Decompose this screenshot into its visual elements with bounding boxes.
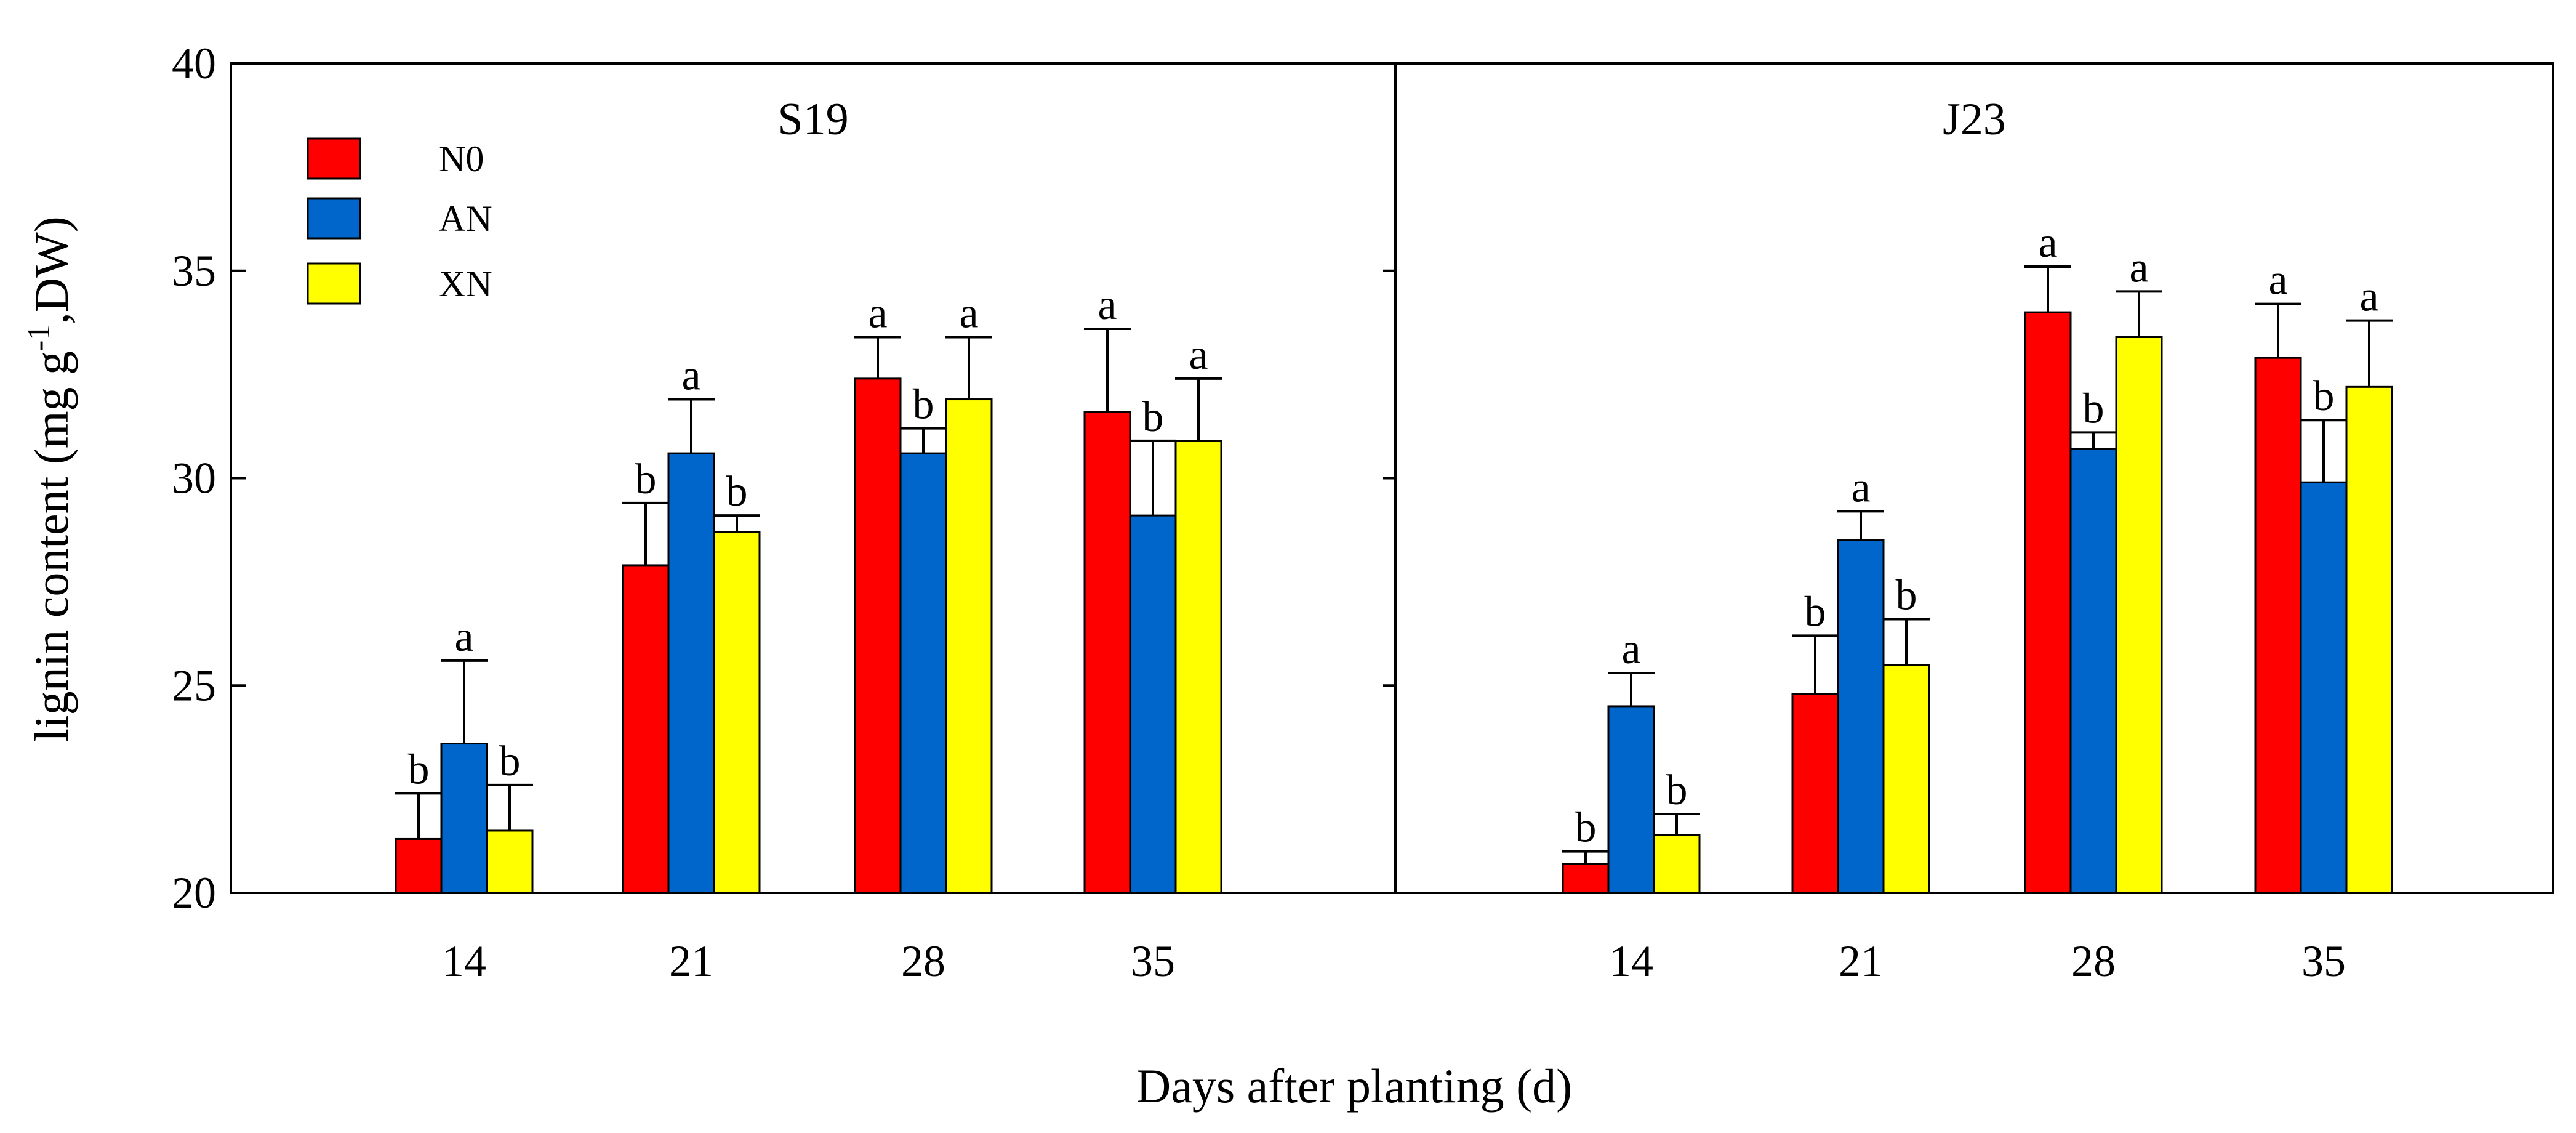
- significance-letter: b: [726, 468, 748, 515]
- bar-s19-n0: [1083, 411, 1131, 894]
- significance-letter: a: [2038, 219, 2057, 267]
- y-tick-label: 40: [172, 39, 216, 88]
- x-axis-title: Days after planting (d): [1136, 1059, 1572, 1113]
- bar-j23-n0: [2024, 311, 2072, 894]
- legend-swatch-n0: [307, 137, 361, 180]
- x-tick-label: 14: [1609, 937, 1653, 986]
- bar-s19-n0: [622, 564, 670, 894]
- bar-j23-an: [2069, 448, 2117, 894]
- x-tick-label: 21: [669, 937, 713, 986]
- x-tick-label: 21: [1839, 937, 1883, 986]
- y-axis-title-tail: ,DW): [25, 216, 78, 324]
- significance-letter: a: [2359, 273, 2378, 321]
- bar-j23-an: [2300, 481, 2348, 894]
- bar-j23-xn: [2115, 336, 2163, 894]
- bar-j23-xn: [1882, 664, 1930, 894]
- bar-j23-n0: [1791, 693, 1839, 894]
- y-tick-label: 25: [172, 661, 216, 710]
- significance-letter: b: [1575, 804, 1597, 852]
- y-axis-title-superscript: -1: [22, 325, 57, 351]
- significance-letter: a: [2268, 257, 2287, 304]
- significance-letter: b: [408, 746, 430, 793]
- bar-s19-xn: [945, 398, 993, 894]
- x-tick-label: 28: [2071, 937, 2116, 986]
- bar-j23-an: [1607, 705, 1655, 894]
- panel-title: J23: [1943, 94, 2006, 145]
- significance-letter: b: [1666, 767, 1688, 814]
- x-tick-label: 35: [1131, 937, 1175, 986]
- panel-title: S19: [777, 94, 848, 145]
- bar-s19-an: [899, 452, 947, 894]
- y-axis-title: lignin content (mg g-1,DW): [22, 216, 78, 742]
- significance-letter: a: [454, 613, 473, 661]
- significance-letter: a: [2129, 244, 2148, 291]
- y-tick-label: 35: [172, 246, 216, 296]
- bar-s19-xn: [486, 829, 534, 894]
- bar-s19-xn: [1174, 440, 1222, 894]
- bar-j23-n0: [2254, 357, 2302, 894]
- bar-s19-an: [440, 743, 488, 894]
- bar-s19-an: [667, 452, 715, 894]
- significance-letter: b: [635, 456, 657, 503]
- x-tick-label: 28: [901, 937, 945, 986]
- bar-s19-an: [1129, 514, 1177, 894]
- x-tick-label: 14: [442, 937, 486, 986]
- bar-j23-an: [1837, 539, 1885, 894]
- significance-letter: a: [1621, 626, 1640, 673]
- significance-letter: a: [681, 352, 700, 400]
- plot-area: 2025303540S1914bab21bab28aba35abaJ2314ba…: [172, 39, 2554, 986]
- bar-j23-n0: [1562, 863, 1610, 894]
- bar-s19-n0: [395, 837, 443, 894]
- bar-j23-xn: [1653, 834, 1701, 894]
- significance-letter: b: [1805, 588, 1826, 635]
- bar-s19-n0: [854, 377, 902, 894]
- significance-letter: a: [1097, 281, 1117, 329]
- significance-letter: b: [2083, 385, 2105, 432]
- bar-s19-xn: [713, 531, 761, 894]
- significance-letter: a: [959, 290, 978, 337]
- legend-label-xn: XN: [439, 264, 492, 304]
- y-axis-title-main: lignin content (mg g: [25, 351, 78, 742]
- significance-letter: b: [2313, 373, 2335, 420]
- legend-swatch-xn: [307, 262, 361, 305]
- x-tick-label: 35: [2301, 937, 2346, 986]
- significance-letter: a: [868, 290, 887, 337]
- y-tick-label: 30: [172, 454, 216, 503]
- y-tick-label: 20: [172, 868, 216, 917]
- legend-swatch-an: [307, 197, 361, 240]
- bar-j23-xn: [2345, 385, 2393, 894]
- legend: N0 AN XN: [307, 137, 492, 305]
- significance-letter: a: [1851, 464, 1870, 511]
- significance-letter: a: [1189, 331, 1208, 379]
- significance-letter: b: [1142, 393, 1164, 441]
- significance-letter: b: [913, 381, 934, 429]
- significance-letter: b: [1896, 571, 1917, 619]
- significance-letter: b: [499, 738, 521, 785]
- legend-label-n0: N0: [439, 139, 484, 179]
- legend-label-an: AN: [439, 198, 492, 239]
